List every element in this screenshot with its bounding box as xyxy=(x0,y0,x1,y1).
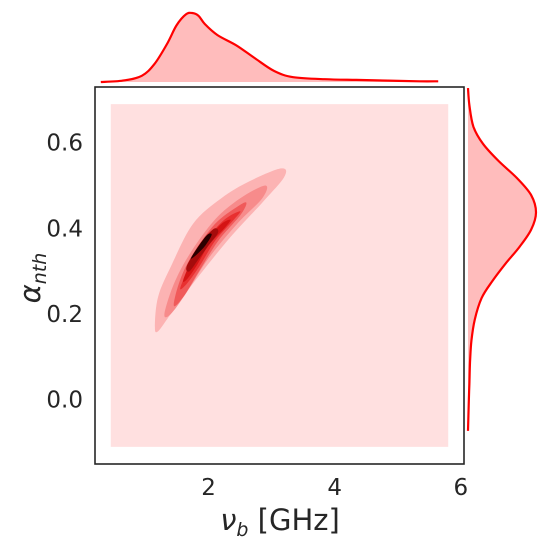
right-marginal-line xyxy=(466,88,538,431)
contour-level-5 xyxy=(183,219,231,282)
y-tick-labels: 0.0 0.2 0.4 0.6 xyxy=(46,131,83,414)
main-kde-plot xyxy=(110,104,449,447)
x-tick-labels: 2 4 6 xyxy=(201,475,468,501)
y-tick-label: 0.6 xyxy=(46,131,83,157)
x-tick-label: 4 xyxy=(327,475,342,501)
top-marginal-fill xyxy=(100,12,439,83)
x-tick-label: 6 xyxy=(454,475,469,501)
contour-level-6 xyxy=(186,228,219,272)
contour-level-3 xyxy=(173,202,247,307)
x-axis-label: νb [GHz] xyxy=(220,503,340,541)
right-marginal-fill xyxy=(468,88,536,431)
main-axes-frame xyxy=(94,86,465,465)
contour-level-7 xyxy=(190,233,212,259)
right-marginal-kde xyxy=(466,88,538,431)
top-marginal-kde xyxy=(100,11,439,84)
y-axis-label: αnth xyxy=(13,253,51,304)
top-marginal-line xyxy=(100,11,439,84)
contour-level-1 xyxy=(154,168,287,333)
y-tick-label: 0.0 xyxy=(46,388,83,414)
y-tick-label: 0.2 xyxy=(46,302,83,328)
density-background-region xyxy=(110,104,449,447)
x-tick-label: 2 xyxy=(201,475,216,501)
contour-level-4 xyxy=(180,211,241,290)
y-tick-label: 0.4 xyxy=(46,216,83,242)
density-contours xyxy=(154,168,287,333)
